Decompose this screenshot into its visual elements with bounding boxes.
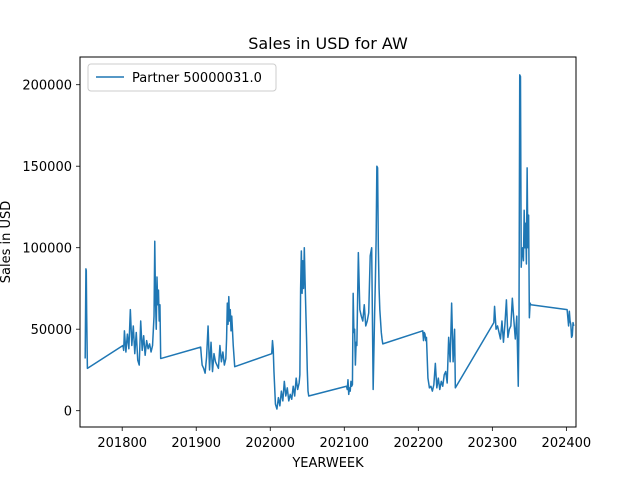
y-axis-ticks: 0 50000 100000 150000 200000 [22,79,80,420]
x-tick-label: 202200 [393,436,443,451]
y-tick-label: 100000 [22,242,72,257]
plot-area [79,56,577,428]
y-axis-label: Sales in USD [0,201,14,284]
x-tick-label: 202400 [542,436,592,451]
axes-frame [79,56,577,428]
legend-box [87,63,277,92]
x-tick-label: 201900 [171,436,221,451]
y-tick-label: 0 [64,405,72,420]
y-tick-label: 50000 [31,323,72,338]
x-tick-label: 202000 [245,436,295,451]
x-tick-label: 202300 [468,436,518,451]
x-axis-ticks: 201800 201900 202000 202100 202200 202300 2024… [97,427,591,451]
legend-label: Partner 50000031.0 [132,71,262,86]
legend: Partner 50000031.0 [87,63,277,92]
x-tick-label: 202100 [319,436,369,451]
series-layer [84,74,575,410]
y-tick-label: 150000 [22,160,72,175]
series-line-0 [84,74,575,410]
y-tick-label: 200000 [22,79,72,94]
x-axis-label: YEARWEEK [291,456,364,471]
x-tick-label: 201800 [97,436,147,451]
chart-title: Sales in USD for AW [248,34,408,53]
